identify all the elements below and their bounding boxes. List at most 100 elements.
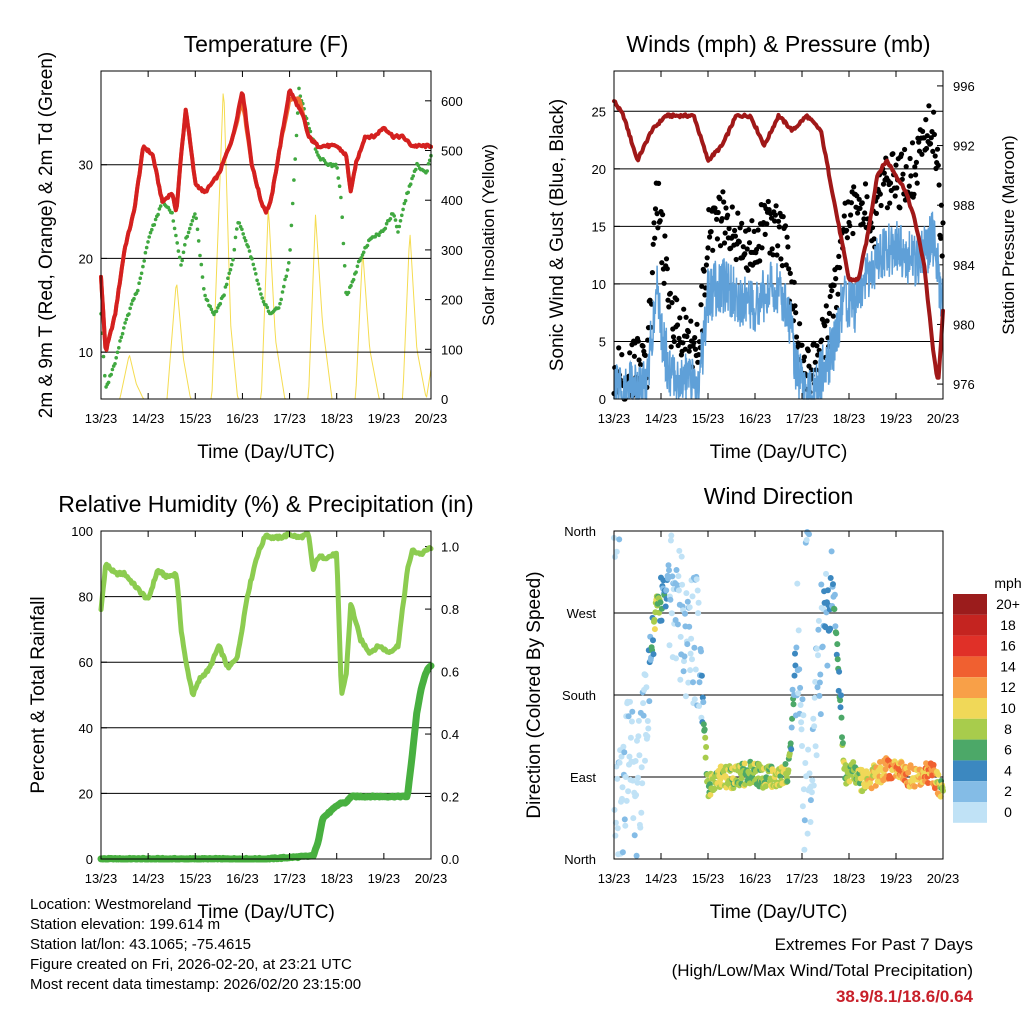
gust-point bbox=[652, 206, 659, 212]
gust-point bbox=[723, 205, 729, 211]
dewpoint-point bbox=[246, 245, 250, 249]
direction-point bbox=[651, 616, 658, 623]
direction-point bbox=[790, 701, 797, 708]
y-tick-label: South bbox=[562, 688, 596, 703]
gust-point bbox=[732, 227, 738, 234]
dewpoint-point bbox=[190, 218, 195, 223]
x-tick-label: 15/23 bbox=[692, 871, 725, 886]
direction-point bbox=[834, 641, 841, 648]
direction-point bbox=[662, 603, 669, 610]
gust-point bbox=[881, 170, 887, 176]
gust-point bbox=[923, 145, 930, 152]
colorbar-label: 20+ bbox=[996, 596, 1020, 612]
gust-point bbox=[682, 346, 688, 352]
gust-point bbox=[686, 348, 692, 354]
direction-point bbox=[687, 650, 694, 657]
colorbar-label: 12 bbox=[1000, 679, 1016, 695]
gust-point bbox=[668, 344, 674, 350]
x-tick-label: 16/23 bbox=[226, 871, 259, 886]
direction-point bbox=[787, 740, 794, 747]
gust-point bbox=[814, 343, 820, 349]
x-axis-label: Time (Day/UTC) bbox=[710, 902, 848, 923]
direction-point bbox=[616, 536, 623, 543]
direction-point bbox=[689, 593, 696, 600]
gust-point bbox=[721, 240, 728, 246]
dewpoint-point bbox=[392, 214, 397, 218]
gust-point bbox=[930, 148, 936, 154]
direction-point bbox=[816, 679, 823, 686]
dewpoint-point bbox=[157, 207, 162, 211]
gust-point bbox=[674, 322, 681, 328]
dewpoint-point bbox=[250, 256, 254, 261]
dewpoint-point bbox=[195, 227, 200, 232]
panel-title: Winds (mph) & Pressure (mb) bbox=[626, 31, 930, 57]
dewpoint-point bbox=[194, 216, 198, 221]
dewpoint-point bbox=[128, 306, 132, 311]
dewpoint-point bbox=[142, 259, 146, 263]
dewpoint-point bbox=[290, 201, 295, 206]
direction-point bbox=[806, 531, 812, 538]
humidity-precip-panel: 0 20 40 60 80 100 0.0 0.2 0.4 0.6 0.8 1.0 Relative H… bbox=[28, 491, 474, 923]
dewpoint-point bbox=[293, 157, 298, 161]
y-tick-label: 0 bbox=[599, 392, 606, 407]
colorbar-label: 16 bbox=[1000, 638, 1016, 654]
direction-point bbox=[663, 587, 670, 594]
x-tick-label: 20/23 bbox=[415, 411, 448, 426]
gust-point bbox=[635, 338, 641, 344]
direction-point bbox=[627, 734, 634, 741]
gust-point bbox=[662, 233, 668, 239]
gust-point bbox=[661, 280, 667, 286]
direction-point bbox=[785, 767, 792, 774]
direction-point bbox=[814, 645, 820, 652]
direction-point bbox=[812, 743, 819, 750]
direction-point bbox=[827, 575, 834, 581]
gust-point bbox=[650, 241, 656, 247]
extremes-values: 38.9/8.1/18.6/0.64 bbox=[835, 987, 973, 1006]
gust-point bbox=[642, 352, 648, 358]
dewpoint-point bbox=[283, 277, 287, 282]
y-tick-label-right: 0.4 bbox=[441, 727, 459, 742]
direction-point bbox=[626, 753, 633, 760]
rh-line bbox=[98, 530, 434, 698]
y-tick-label-right: 300 bbox=[441, 243, 463, 258]
dewpoint-point bbox=[401, 207, 405, 212]
direction-point bbox=[833, 651, 840, 658]
direction-point bbox=[738, 775, 745, 782]
gust-point bbox=[844, 227, 850, 233]
dewpoint-point bbox=[251, 262, 256, 267]
gust-point bbox=[928, 135, 934, 141]
direction-point bbox=[623, 797, 630, 804]
direction-point bbox=[669, 573, 676, 580]
direction-point bbox=[930, 761, 937, 768]
gust-point bbox=[926, 103, 932, 109]
direction-point bbox=[683, 590, 690, 597]
x-tick-label: 19/23 bbox=[880, 411, 913, 426]
gust-point bbox=[824, 318, 830, 324]
gust-point bbox=[927, 141, 934, 147]
elevation-text: Station elevation: 199.614 m bbox=[30, 916, 221, 933]
gust-point bbox=[656, 180, 662, 186]
gust-point bbox=[907, 155, 913, 162]
x-axis-label: Time (Day/UTC) bbox=[197, 442, 335, 463]
colorbar-swatch bbox=[953, 635, 987, 657]
dewpoint-point bbox=[414, 167, 418, 172]
dewpoint-point bbox=[124, 317, 129, 322]
x-tick-label: 18/23 bbox=[833, 871, 866, 886]
gust-point bbox=[714, 216, 720, 222]
direction-point bbox=[795, 690, 802, 697]
x-tick-label: 20/23 bbox=[927, 871, 960, 886]
dewpoint-point bbox=[143, 250, 148, 255]
gust-point bbox=[847, 223, 853, 229]
y-tick-label-right: 984 bbox=[953, 258, 975, 273]
direction-point bbox=[824, 662, 831, 669]
direction-point bbox=[673, 655, 679, 662]
gust-point bbox=[776, 224, 782, 230]
dewpoint-point bbox=[127, 312, 131, 316]
direction-point bbox=[699, 694, 706, 701]
colorbar-swatch bbox=[953, 656, 987, 678]
direction-point bbox=[935, 771, 942, 778]
direction-point bbox=[823, 570, 829, 577]
gust-point bbox=[717, 243, 724, 249]
gust-point bbox=[751, 228, 757, 234]
